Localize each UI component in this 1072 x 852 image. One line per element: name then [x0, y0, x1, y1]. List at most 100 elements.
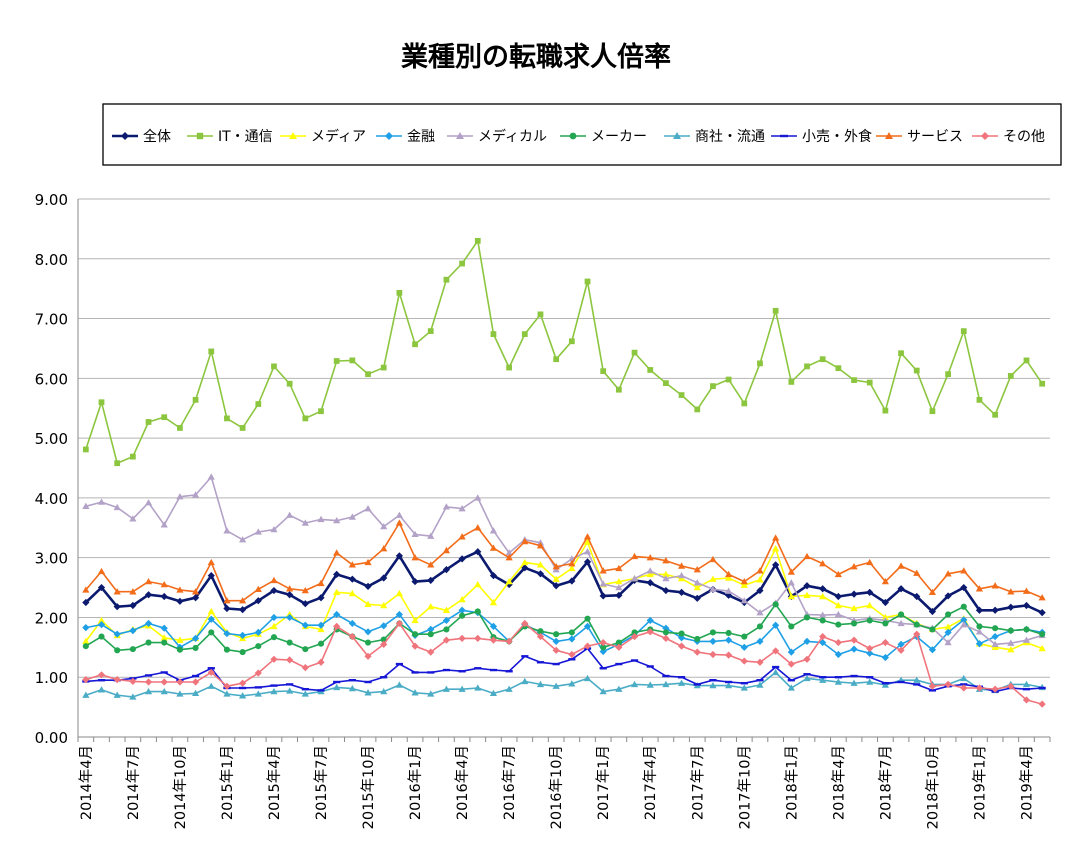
- data-point: [1038, 594, 1046, 601]
- data-point: [380, 676, 388, 679]
- data-point: [442, 616, 451, 625]
- data-point: [301, 664, 309, 672]
- data-point: [427, 561, 435, 568]
- data-point: [897, 585, 905, 593]
- data-point: [646, 616, 654, 625]
- data-point: [506, 364, 513, 371]
- x-tick-label: 2017年7月: [689, 745, 706, 820]
- data-point: [160, 671, 168, 674]
- data-point: [740, 597, 748, 604]
- data-point: [333, 588, 341, 596]
- data-point: [129, 646, 136, 653]
- data-point: [129, 601, 137, 610]
- data-point: [819, 611, 827, 618]
- data-point: [646, 681, 654, 688]
- data-point: [882, 407, 889, 414]
- data-point: [897, 640, 905, 648]
- x-tick-label: 2016年10月: [548, 745, 565, 829]
- data-point: [1023, 626, 1030, 633]
- data-point: [223, 682, 231, 690]
- data-point: [176, 646, 183, 653]
- data-point: [960, 616, 968, 624]
- data-point: [756, 576, 764, 583]
- data-point: [834, 601, 842, 609]
- data-point: [929, 408, 936, 415]
- data-point: [192, 396, 199, 403]
- data-point: [583, 622, 592, 631]
- data-point: [552, 582, 560, 590]
- data-point: [458, 595, 466, 603]
- data-point: [552, 637, 560, 645]
- data-point: [411, 530, 419, 538]
- data-point: [442, 606, 451, 613]
- data-point: [772, 668, 780, 676]
- data-point: [1022, 696, 1031, 704]
- data-point: [160, 592, 168, 601]
- data-point: [975, 684, 984, 692]
- data-point: [693, 648, 701, 656]
- data-point: [694, 406, 701, 413]
- data-point: [740, 577, 748, 585]
- data-point: [678, 392, 685, 398]
- data-point: [803, 673, 811, 676]
- data-point: [364, 505, 372, 512]
- legend-item: その他: [972, 129, 1045, 145]
- data-point: [129, 515, 137, 522]
- data-point: [254, 690, 262, 697]
- data-point: [191, 674, 200, 678]
- data-point: [1022, 680, 1031, 688]
- data-point: [286, 380, 293, 387]
- data-point: [710, 383, 716, 389]
- legend-marker: [196, 132, 204, 140]
- data-point: [662, 574, 670, 582]
- data-point: [976, 623, 983, 630]
- data-point: [333, 622, 341, 631]
- data-point: [709, 629, 716, 636]
- x-tick-label: 2014年10月: [172, 745, 189, 829]
- data-point: [992, 625, 999, 632]
- data-point: [615, 639, 622, 646]
- data-point: [787, 684, 795, 691]
- data-point: [1007, 646, 1015, 653]
- data-point: [960, 328, 967, 334]
- data-point: [772, 561, 780, 569]
- data-point: [787, 592, 795, 600]
- data-point: [521, 331, 528, 337]
- data-point: [427, 648, 435, 656]
- x-tick-label: 2015年7月: [313, 745, 330, 820]
- data-point: [615, 662, 623, 666]
- data-point: [474, 524, 482, 531]
- legend-label: IT・通信: [218, 129, 273, 145]
- data-point: [599, 687, 607, 695]
- data-point: [615, 583, 623, 591]
- legend-item: メディア: [280, 128, 366, 145]
- data-point: [82, 586, 90, 593]
- data-point: [348, 513, 356, 520]
- legend-item: 小売・外食: [771, 128, 872, 145]
- y-tick-label: 5.00: [35, 430, 68, 448]
- data-point: [787, 648, 795, 656]
- x-tick-label: 2015年1月: [219, 745, 236, 820]
- data-point: [553, 356, 560, 363]
- data-point: [474, 634, 482, 642]
- data-point: [945, 611, 952, 618]
- data-point: [144, 687, 153, 695]
- data-point: [160, 634, 168, 641]
- data-point: [207, 558, 215, 566]
- data-point: [897, 619, 905, 627]
- data-point: [411, 577, 419, 586]
- data-point: [537, 628, 544, 635]
- data-point: [474, 494, 482, 501]
- data-point: [177, 425, 183, 431]
- data-point: [176, 597, 184, 605]
- data-point: [631, 349, 638, 356]
- data-point: [740, 657, 748, 665]
- data-point: [772, 647, 780, 655]
- data-point: [458, 685, 466, 692]
- data-point: [991, 632, 999, 641]
- data-point: [442, 685, 451, 692]
- data-point: [427, 576, 435, 584]
- data-point: [254, 597, 262, 605]
- x-tick-label: 2017年1月: [595, 745, 612, 820]
- data-point: [945, 371, 951, 378]
